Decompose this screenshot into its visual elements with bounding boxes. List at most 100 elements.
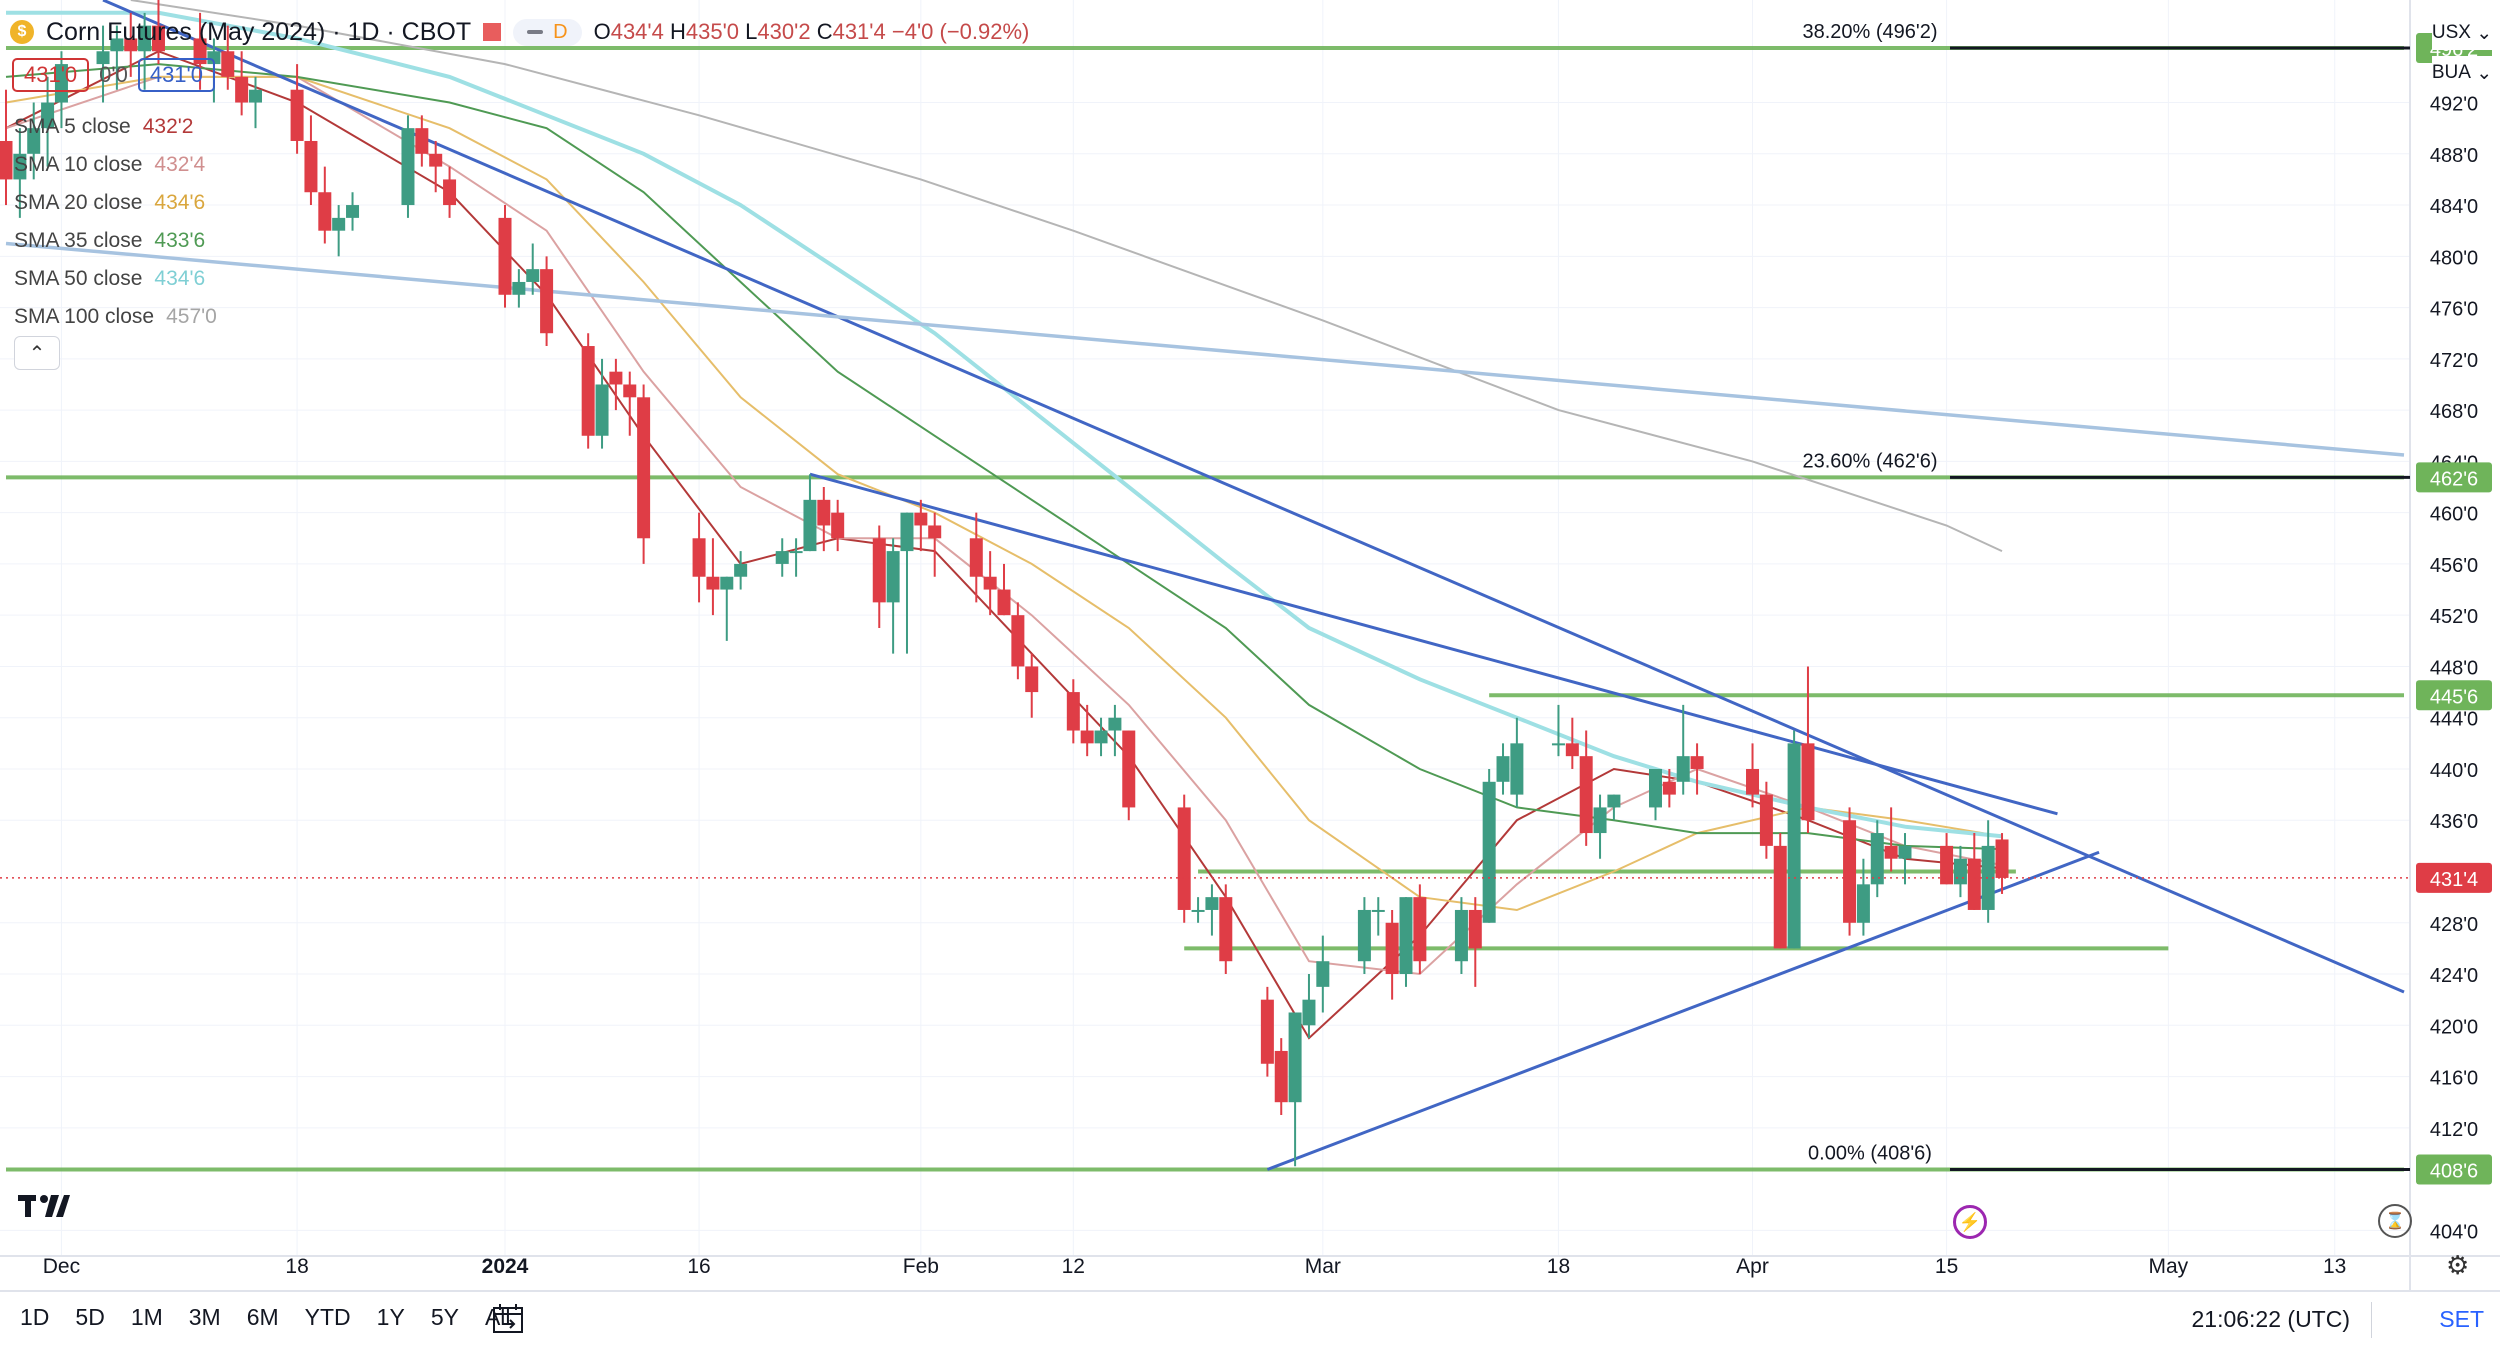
candle bbox=[983, 551, 997, 616]
candles bbox=[0, 0, 2410, 1167]
candle bbox=[1551, 704, 1565, 757]
candle-body bbox=[1080, 730, 1094, 744]
time-tick-label: Apr bbox=[1736, 1255, 1769, 1278]
sell-price-button[interactable]: 431'0 bbox=[12, 58, 90, 92]
candle bbox=[401, 115, 415, 218]
collapse-legend-button[interactable]: ⌃ bbox=[14, 336, 60, 370]
price-tick-label: 424'0 bbox=[2430, 965, 2478, 987]
candle bbox=[0, 89, 13, 206]
candle-body bbox=[886, 551, 900, 603]
candle-body bbox=[1953, 858, 1967, 885]
price-tick-label: 448'0 bbox=[2430, 657, 2478, 679]
candle bbox=[1607, 794, 1621, 821]
hourglass-icon[interactable]: ⌛ bbox=[2378, 1204, 2412, 1238]
candle-body bbox=[581, 346, 595, 436]
fib-level-label: 23.60% (462'6) bbox=[1802, 450, 1937, 472]
candle bbox=[235, 51, 249, 116]
candle bbox=[124, 12, 138, 77]
candle bbox=[1759, 781, 1773, 859]
time-tick-label: Feb bbox=[903, 1255, 939, 1278]
candle bbox=[1371, 897, 1385, 936]
candle-body bbox=[1843, 820, 1857, 923]
candle bbox=[1981, 820, 1995, 923]
lightning-icon[interactable]: ⚡ bbox=[1953, 1205, 1987, 1239]
timeframe-1y[interactable]: 1Y bbox=[376, 1304, 405, 1330]
sma-line bbox=[5, 63, 2003, 851]
ohlc-readout: O434'4 H435'0 L430'2 C431'4 −4'0 (−0.92%… bbox=[593, 19, 1030, 44]
clock-readout[interactable]: 21:06:22 (UTC) bbox=[2191, 1306, 2350, 1332]
last-price-label: 431'4 bbox=[2430, 869, 2478, 891]
timeframe-1d[interactable]: 1D bbox=[20, 1304, 50, 1330]
candle bbox=[734, 551, 748, 590]
tradingview-logo-icon[interactable] bbox=[18, 1193, 70, 1219]
timeframe-1m[interactable]: 1M bbox=[130, 1304, 163, 1330]
time-tick-label: 16 bbox=[687, 1255, 710, 1278]
candle bbox=[789, 538, 803, 577]
candle-body bbox=[1801, 743, 1815, 821]
gear-icon[interactable]: ⚙ bbox=[2446, 1250, 2470, 1280]
timeframe-6m[interactable]: 6M bbox=[246, 1304, 279, 1330]
candle-body bbox=[1593, 807, 1607, 834]
unit-selector[interactable]: BUA ⌄ bbox=[2432, 56, 2492, 90]
data-status-pill[interactable]: D bbox=[513, 18, 582, 46]
sma-line bbox=[130, 0, 2003, 553]
legend-sma-100[interactable]: SMA 100 close 457'0 bbox=[14, 305, 217, 328]
settings-button[interactable]: SET bbox=[2439, 1306, 2484, 1332]
legend-sma-35[interactable]: SMA 35 close 433'6 bbox=[14, 229, 206, 252]
price-chart[interactable]: 38.20% (496'2) 23.60% (462'6) 0.00% (408'6… bbox=[0, 0, 2500, 1290]
candle-body bbox=[623, 384, 637, 398]
candle bbox=[581, 333, 595, 449]
candle bbox=[13, 128, 27, 218]
price-tick-label: 488'0 bbox=[2430, 145, 2478, 167]
toolbar-divider bbox=[2371, 1302, 2372, 1338]
timeframe-ytd[interactable]: YTD bbox=[304, 1304, 351, 1330]
date-range-icon[interactable] bbox=[490, 1302, 526, 1336]
candle bbox=[415, 115, 429, 167]
flag-icon[interactable] bbox=[483, 23, 502, 41]
time-tick-label: 12 bbox=[1062, 1255, 1085, 1278]
legend-sma-50[interactable]: SMA 50 close 434'6 bbox=[14, 267, 206, 290]
time-tick-label: Mar bbox=[1305, 1255, 1341, 1278]
level-price-label: 445'6 bbox=[2430, 686, 2478, 708]
candle-body bbox=[1856, 884, 1870, 923]
candle bbox=[1066, 679, 1080, 744]
candle-body bbox=[1191, 909, 1205, 912]
candle bbox=[540, 256, 554, 347]
candle-body bbox=[900, 512, 914, 552]
symbol-title[interactable]: Corn Futures (May 2024) · 1D · CBOT bbox=[46, 17, 472, 46]
candle-body bbox=[1510, 743, 1524, 795]
candle-body bbox=[124, 38, 138, 52]
candle bbox=[1316, 935, 1330, 1013]
candle bbox=[1856, 858, 1870, 936]
candle-body bbox=[27, 128, 41, 154]
legend-sma-5[interactable]: SMA 5 close 432'2 bbox=[14, 115, 194, 138]
legend-sma-10[interactable]: SMA 10 close 432'4 bbox=[14, 153, 206, 176]
timeframe-5d[interactable]: 5D bbox=[75, 1304, 105, 1330]
buy-price-button[interactable]: 431'0 bbox=[137, 58, 215, 92]
candle-body bbox=[1025, 666, 1039, 693]
price-tick-label: 456'0 bbox=[2430, 555, 2478, 577]
price-tick-label: 484'0 bbox=[2430, 196, 2478, 218]
timeframe-3m[interactable]: 3M bbox=[188, 1304, 221, 1330]
legend-sma-20[interactable]: SMA 20 close 434'6 bbox=[14, 191, 206, 214]
candle-body bbox=[304, 140, 318, 193]
candle bbox=[249, 76, 263, 129]
candle bbox=[886, 538, 900, 654]
candle-body bbox=[1108, 717, 1122, 731]
candle bbox=[1746, 743, 1760, 808]
candle bbox=[54, 51, 68, 129]
candle-body bbox=[249, 89, 263, 103]
timeframe-5y[interactable]: 5Y bbox=[430, 1304, 459, 1330]
candle bbox=[1787, 730, 1801, 949]
currency-selector[interactable]: USX ⌄ bbox=[2432, 16, 2492, 50]
time-tick-label: 18 bbox=[285, 1255, 308, 1278]
candle-body bbox=[1995, 839, 2009, 878]
price-tick-label: 492'0 bbox=[2430, 94, 2478, 116]
candle-body bbox=[817, 499, 831, 526]
candle bbox=[1967, 833, 1981, 910]
candle bbox=[1468, 897, 1482, 987]
candle bbox=[1385, 909, 1399, 1000]
last-price-tag bbox=[2416, 862, 2492, 893]
candle-body bbox=[997, 589, 1011, 616]
candle bbox=[512, 269, 526, 308]
